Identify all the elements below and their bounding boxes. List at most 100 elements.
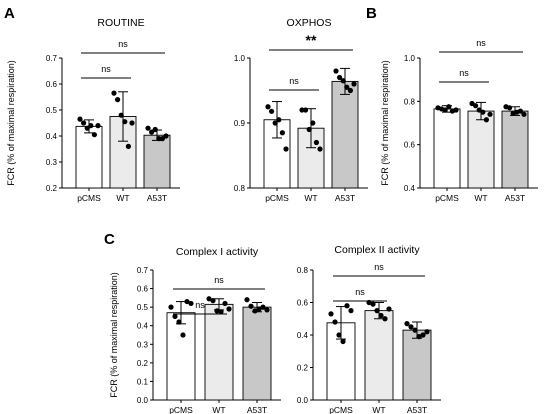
- data-point: [226, 306, 232, 312]
- data-point: [129, 120, 135, 126]
- data-point: [420, 332, 426, 338]
- bar-pcms: [75, 125, 103, 189]
- bar-a53t: [501, 110, 529, 189]
- data-point: [416, 334, 422, 340]
- data-point: [344, 303, 350, 309]
- y-tick-label: 0.6: [46, 80, 58, 89]
- data-point: [507, 105, 513, 111]
- data-point: [313, 139, 319, 146]
- category-label: pCMS: [265, 193, 289, 203]
- data-point: [276, 117, 282, 123]
- y-tick-label: 0.6: [297, 299, 309, 308]
- y-tick-label: 0.7: [46, 54, 58, 63]
- data-point: [517, 108, 524, 114]
- y-tick-label: 0.3: [46, 158, 58, 167]
- significance-label: ns: [195, 300, 205, 310]
- y-tick-label: 0.0: [137, 396, 149, 405]
- data-point: [521, 111, 527, 117]
- bar-a53t: [242, 306, 272, 401]
- data-point: [176, 319, 182, 325]
- data-point: [483, 117, 489, 123]
- y-tick-label: 0.4: [297, 331, 309, 340]
- data-point: [248, 303, 254, 309]
- data-point: [299, 107, 305, 113]
- category-label: WT: [212, 405, 225, 414]
- y-tick-label: 0.4: [46, 132, 58, 141]
- data-point: [310, 120, 316, 126]
- data-point: [111, 90, 117, 96]
- data-point: [122, 119, 128, 125]
- data-point: [446, 104, 452, 110]
- y-tick-label: 0.2: [137, 359, 149, 368]
- bar-pcms: [433, 108, 461, 189]
- data-point: [340, 78, 346, 84]
- data-point: [188, 300, 194, 307]
- category-label: WT: [474, 193, 487, 203]
- category-label: pCMS: [169, 405, 193, 414]
- y-tick-label: 0.5: [137, 303, 149, 312]
- data-point: [378, 312, 384, 319]
- panel-letter-a: A: [4, 5, 15, 22]
- significance-label: ns: [118, 39, 128, 49]
- data-point: [333, 68, 339, 74]
- data-point: [125, 143, 131, 149]
- data-point: [480, 109, 486, 115]
- data-point: [145, 125, 151, 131]
- data-point: [328, 311, 334, 317]
- category-label: A53T: [147, 193, 167, 203]
- panel-letter-c: C: [104, 231, 115, 248]
- data-point: [337, 74, 343, 81]
- significance-label: ns: [101, 64, 111, 74]
- category-label: WT: [304, 193, 317, 203]
- data-point: [487, 111, 493, 117]
- data-point: [283, 146, 289, 152]
- chart-oxphos: OXPHOS 0.8 0.9 1.0 pCMS WT A53T ns **: [234, 17, 368, 203]
- data-point: [303, 107, 309, 113]
- bar-a53t: [402, 329, 432, 401]
- data-point: [408, 324, 414, 330]
- data-point: [172, 313, 178, 320]
- significance-label: ns: [459, 68, 469, 78]
- chart-complex-2: Complex II activity 0.0 0.2 0.4 0.6 0.8 pCMS WT…: [297, 244, 441, 414]
- bar-pcms: [166, 312, 196, 401]
- data-point: [244, 297, 250, 303]
- y-tick-label: 1.0: [234, 54, 246, 63]
- bar-a53t: [331, 80, 359, 189]
- data-point: [252, 308, 258, 314]
- category-label: WT: [372, 405, 385, 414]
- data-point: [348, 308, 354, 314]
- y-tick-label: 0.3: [137, 340, 149, 349]
- chart-title: ROUTINE: [97, 17, 144, 29]
- category-label: A53T: [247, 405, 267, 414]
- y-tick-label: 0.4: [137, 322, 149, 331]
- chart-title: Complex I activity: [176, 246, 259, 258]
- data-point: [260, 304, 266, 310]
- data-point: [264, 307, 270, 313]
- data-point: [163, 133, 169, 139]
- data-point: [269, 108, 275, 114]
- category-label: A53T: [335, 193, 355, 203]
- data-point: [317, 146, 323, 152]
- data-point: [265, 104, 271, 110]
- significance-label: **: [306, 32, 317, 48]
- data-point: [206, 296, 212, 302]
- bar-wt: [364, 310, 394, 401]
- significance-label: ns: [289, 76, 299, 86]
- y-tick-label: 0.9: [234, 119, 246, 128]
- category-label: WT: [116, 193, 129, 203]
- y-tick-label: 0.7: [137, 266, 149, 275]
- data-point: [404, 321, 410, 327]
- category-label: A53T: [407, 405, 427, 414]
- data-point: [168, 304, 174, 310]
- data-point: [115, 97, 121, 103]
- data-point: [272, 120, 278, 126]
- data-point: [382, 316, 388, 322]
- y-tick-label: 0.6: [404, 141, 416, 150]
- y-tick-label: 0.4: [404, 184, 416, 193]
- data-point: [118, 112, 124, 118]
- y-axis-label: FCR (% of maximal respiration): [109, 272, 119, 398]
- chart-complex-1: Complex I activity FCR (% of maximal resp…: [109, 246, 281, 414]
- y-tick-label: 0.0: [297, 396, 309, 405]
- bar-wt: [467, 110, 495, 189]
